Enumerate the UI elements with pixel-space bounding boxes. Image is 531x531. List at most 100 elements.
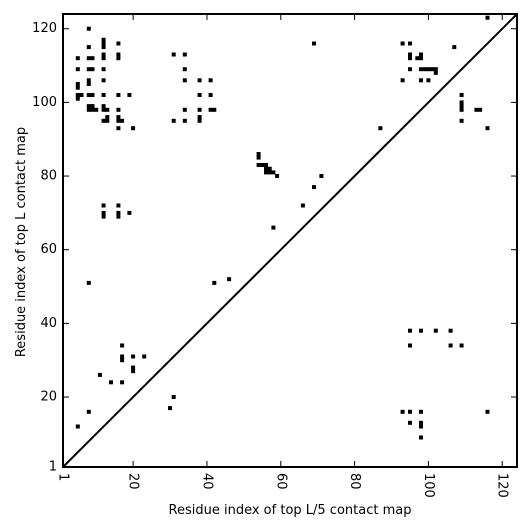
contact-point <box>264 170 268 175</box>
contact-point <box>116 107 121 112</box>
contact-point <box>105 115 110 120</box>
contact-point <box>127 93 132 97</box>
x-axis: 1 20 40 60 80 100 120 <box>56 14 510 498</box>
contact-point <box>459 100 464 105</box>
contact-point <box>419 424 423 429</box>
x-tick-label: 60 <box>273 473 288 490</box>
contact-point <box>485 409 490 414</box>
contact-point <box>408 67 412 72</box>
contact-point <box>171 118 176 123</box>
contact-point <box>419 420 423 425</box>
contact-point <box>433 67 438 72</box>
contact-point <box>408 56 412 61</box>
x-tick-label: 120 <box>495 473 510 498</box>
contact-point <box>75 93 80 97</box>
contact-point <box>256 163 261 167</box>
contact-point <box>419 409 423 414</box>
contact-point <box>212 280 217 285</box>
contact-point <box>120 343 125 348</box>
contact-point <box>256 152 261 156</box>
contact-point <box>208 78 213 83</box>
contact-point <box>86 26 91 31</box>
contact-point <box>101 45 106 50</box>
contact-point <box>116 214 121 219</box>
contact-point <box>101 203 106 208</box>
y-tick-label: 120 <box>32 21 57 36</box>
y-tick-label: 1 <box>49 460 57 475</box>
contact-point <box>101 37 106 42</box>
x-tick-label: 100 <box>421 473 436 498</box>
contact-point <box>86 104 91 109</box>
contact-point <box>419 52 423 57</box>
contact-point <box>109 380 113 385</box>
contact-point <box>485 15 490 20</box>
contact-point <box>419 67 423 72</box>
contact-point <box>197 107 202 112</box>
contact-point <box>116 115 121 120</box>
contact-point <box>408 409 412 414</box>
contact-point <box>267 170 272 175</box>
contact-point <box>197 93 202 97</box>
contact-point <box>197 115 202 120</box>
contact-point <box>182 67 187 72</box>
contact-point <box>264 166 268 171</box>
contact-point <box>79 93 84 97</box>
contact-point <box>459 107 464 112</box>
contact-point <box>419 328 423 333</box>
contact-point <box>459 118 464 123</box>
contact-point <box>101 118 106 123</box>
contact-point <box>75 82 80 86</box>
contact-point <box>116 93 121 97</box>
contact-point <box>116 203 121 208</box>
contact-point <box>86 82 91 86</box>
contact-point <box>171 52 176 57</box>
contact-point <box>86 67 91 72</box>
contact-point <box>75 67 80 72</box>
contact-point <box>419 435 423 440</box>
contact-point <box>90 56 95 61</box>
contact-point <box>116 52 121 57</box>
y-axis-label: Residue index of top L contact map <box>14 127 29 357</box>
y-tick-label: 60 <box>40 242 57 257</box>
contact-point <box>319 174 324 178</box>
contact-point <box>90 93 95 97</box>
y-tick-label: 40 <box>40 316 57 331</box>
contact-point <box>485 126 490 131</box>
contact-point <box>419 56 423 61</box>
contact-point <box>86 107 91 112</box>
contact-point <box>408 420 412 425</box>
contact-point <box>120 354 125 359</box>
contact-point <box>101 78 106 83</box>
contact-point <box>101 56 106 61</box>
plot-area <box>62 13 518 468</box>
contact-point <box>120 380 125 385</box>
contact-point <box>120 118 125 123</box>
contact-point <box>182 78 187 83</box>
contact-point <box>197 118 202 123</box>
contact-point <box>452 45 457 50</box>
contact-point <box>86 56 91 61</box>
contact-point <box>478 107 483 112</box>
contact-point <box>430 67 435 72</box>
x-tick-label: 1 <box>56 473 71 481</box>
contact-point <box>212 107 217 112</box>
contact-point <box>448 343 453 348</box>
contact-point <box>131 126 136 131</box>
contact-point <box>408 52 412 57</box>
contact-point <box>408 328 412 333</box>
contact-point <box>300 203 305 208</box>
contact-point <box>312 185 316 190</box>
contact-point <box>131 354 136 359</box>
contact-point <box>260 163 265 167</box>
diagonal-line <box>62 13 518 468</box>
contact-point <box>101 93 106 97</box>
contact-point <box>400 78 405 83</box>
contact-point <box>101 107 106 112</box>
contact-point <box>208 107 213 112</box>
contact-point <box>400 409 405 414</box>
y-tick-label: 20 <box>40 390 57 405</box>
contact-point <box>142 354 147 359</box>
contact-point <box>426 67 431 72</box>
